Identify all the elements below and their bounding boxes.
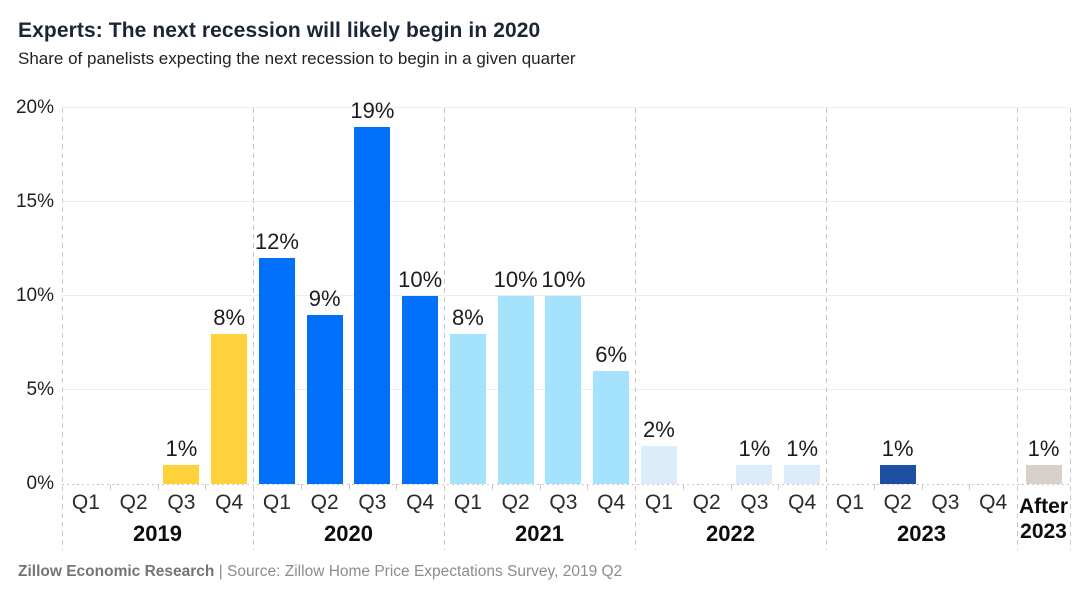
bar bbox=[497, 296, 534, 484]
axis-tick bbox=[730, 484, 732, 490]
quarter-label: Q3 bbox=[549, 491, 578, 514]
gridline bbox=[62, 295, 1070, 296]
quarter-label: Q4 bbox=[406, 491, 435, 514]
quarter-label: Q4 bbox=[597, 491, 626, 514]
separator-line bbox=[826, 108, 827, 550]
separator-line bbox=[1017, 108, 1018, 550]
source-note: Zillow Economic Research | Source: Zillo… bbox=[18, 563, 622, 581]
bar-value-label: 8% bbox=[451, 304, 484, 330]
year-label: 2022 bbox=[706, 521, 755, 546]
year-label: 2020 bbox=[324, 521, 373, 546]
bar bbox=[1025, 465, 1062, 484]
quarter-label: Q2 bbox=[692, 491, 721, 514]
quarter-label: Q1 bbox=[835, 491, 864, 514]
gridline bbox=[62, 201, 1070, 202]
year-axis: 2019 2020 2021 2022 2023 bbox=[62, 520, 1070, 548]
quarter-label: Q1 bbox=[644, 491, 673, 514]
quarter-label: Q3 bbox=[167, 491, 196, 514]
bar bbox=[258, 258, 295, 484]
quarter-label: Q2 bbox=[310, 491, 339, 514]
quarter-label: Q3 bbox=[358, 491, 387, 514]
quarter-label: Q4 bbox=[215, 491, 244, 514]
gridline bbox=[62, 107, 1070, 108]
axis-tick bbox=[778, 484, 780, 490]
quarter-label: Q1 bbox=[453, 491, 482, 514]
bar-value-label: 19% bbox=[350, 97, 395, 123]
bar bbox=[593, 371, 630, 484]
bar-value-label: 8% bbox=[213, 304, 246, 330]
quarter-label: Q1 bbox=[71, 491, 100, 514]
footer-separator: | bbox=[214, 563, 228, 580]
year-label-after: After 2023 bbox=[1018, 495, 1068, 543]
quarter-label: Q2 bbox=[501, 491, 530, 514]
bar-value-label: 6% bbox=[595, 342, 628, 368]
bar-value-label: 10% bbox=[398, 267, 443, 292]
bar bbox=[640, 446, 677, 484]
quarter-label: Q3 bbox=[740, 491, 769, 514]
axis-tick bbox=[300, 484, 302, 490]
bar-value-label: 10% bbox=[493, 267, 538, 292]
bar-value-label: 1% bbox=[1027, 436, 1060, 462]
bar bbox=[784, 465, 821, 484]
bar-value-label: 12% bbox=[254, 229, 299, 255]
y-tick-label: 5% bbox=[26, 379, 54, 400]
y-tick-label: 15% bbox=[15, 191, 54, 212]
separator-line bbox=[253, 108, 254, 550]
axis-tick bbox=[396, 484, 398, 490]
bar-value-label: 1% bbox=[165, 436, 198, 462]
bar-value-label: 9% bbox=[308, 285, 341, 311]
quarter-label: Q4 bbox=[788, 491, 817, 514]
quarter-label: Q2 bbox=[119, 491, 148, 514]
bar bbox=[354, 126, 391, 484]
separator-line bbox=[635, 108, 636, 550]
bar-value-label: 1% bbox=[881, 436, 914, 462]
bar-value-label: 2% bbox=[642, 417, 675, 443]
bar bbox=[736, 465, 773, 484]
y-tick-label: 20% bbox=[15, 97, 54, 118]
bar bbox=[449, 333, 486, 484]
axis-tick bbox=[348, 484, 350, 490]
quarter-label: Q1 bbox=[262, 491, 291, 514]
axis-tick bbox=[491, 484, 493, 490]
quarter-label: Q2 bbox=[883, 491, 912, 514]
page-subtitle: Share of panelists expecting the next re… bbox=[18, 49, 576, 68]
axis-tick bbox=[157, 484, 159, 490]
axis-tick bbox=[205, 484, 207, 490]
axis-tick bbox=[682, 484, 684, 490]
axis-tick bbox=[921, 484, 923, 490]
axis-tick bbox=[587, 484, 589, 490]
axis-tick bbox=[873, 484, 875, 490]
separator-line bbox=[62, 108, 63, 550]
bar bbox=[306, 314, 343, 484]
year-label: 2021 bbox=[515, 521, 564, 546]
separator-line bbox=[1070, 108, 1071, 550]
zero-baseline bbox=[62, 484, 1070, 485]
bar bbox=[402, 296, 439, 484]
year-label: 2023 bbox=[897, 521, 946, 546]
quarter-axis: Q1 Q2 Q3 Q4 Q1 Q2 Q3 Q4 Q1 Q2 Q3 Q4 Q1 Q2 Q3 Q4 Q1 Q2 Q3 Q4 bbox=[62, 490, 1070, 516]
y-tick-label: 0% bbox=[26, 473, 54, 494]
y-tick-label: 10% bbox=[15, 285, 54, 306]
year-label: 2019 bbox=[133, 521, 182, 546]
axis-tick bbox=[539, 484, 541, 490]
bar bbox=[163, 465, 200, 484]
bar-value-label: 10% bbox=[541, 267, 586, 292]
brand-label: Zillow Economic Research bbox=[18, 563, 215, 580]
axis-tick bbox=[109, 484, 111, 490]
bar-value-label: 1% bbox=[738, 436, 771, 462]
y-axis: 0% 5% 10% 15% 20% bbox=[0, 97, 54, 494]
bar bbox=[211, 333, 248, 484]
quarter-label: Q3 bbox=[931, 491, 960, 514]
plot-area: 1% 8% 12% 9% 19% 10% 8% 10% 10% 6% 2% 1% 1% 1% 1% bbox=[62, 98, 1071, 550]
bar-value-label: 1% bbox=[786, 436, 819, 462]
page-title: Experts: The next recession will likely … bbox=[18, 19, 541, 42]
source-text: Source: Zillow Home Price Expectations S… bbox=[227, 563, 623, 580]
bar bbox=[545, 296, 582, 484]
separator-line bbox=[444, 108, 445, 550]
quarter-label: Q4 bbox=[979, 491, 1008, 514]
axis-tick bbox=[969, 484, 971, 490]
bar bbox=[879, 465, 916, 484]
